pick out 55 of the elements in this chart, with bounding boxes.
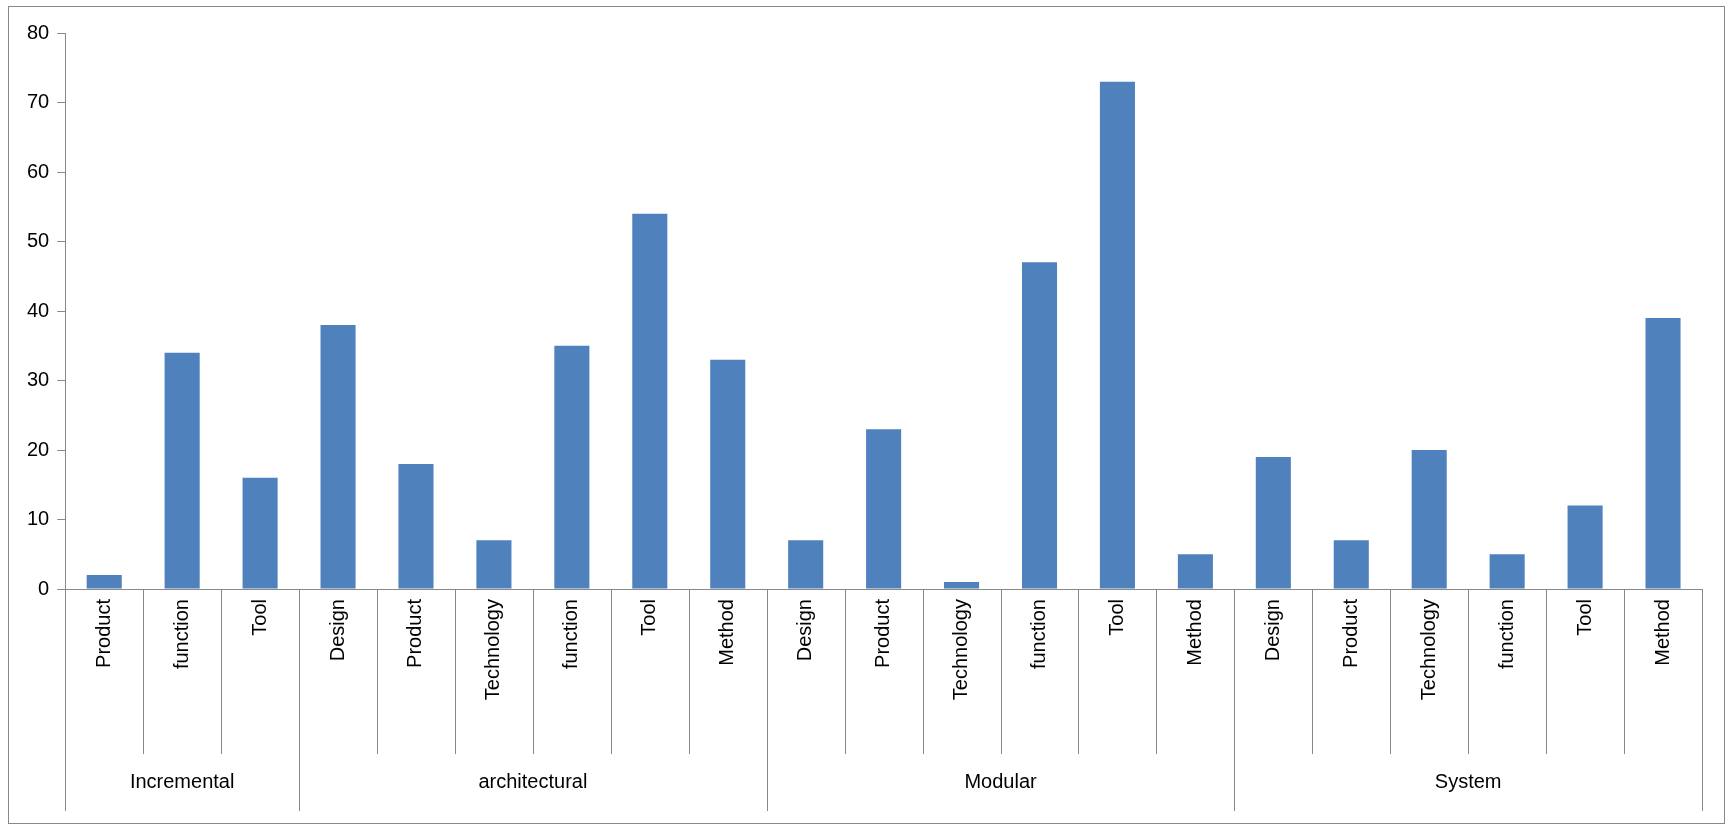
bar <box>1333 540 1369 589</box>
bar <box>242 477 278 589</box>
bar <box>164 352 200 589</box>
x-tick-label: Tool <box>1104 599 1127 636</box>
x-tick-label: Technology <box>481 599 504 701</box>
bar <box>320 324 356 589</box>
x-tick-label: Design <box>1260 599 1283 662</box>
x-tick-label: Method <box>1650 599 1673 666</box>
x-tick-label: Tool <box>1572 599 1595 636</box>
bar <box>86 575 122 589</box>
x-tick-label: Tool <box>247 599 270 636</box>
x-tick-label: Product <box>871 598 894 668</box>
x-tick-label: Product <box>403 598 426 668</box>
bar <box>1567 505 1603 589</box>
bar <box>788 540 824 589</box>
x-tick-label: function <box>1494 599 1517 670</box>
text: architectural <box>478 769 588 792</box>
bar <box>1645 317 1681 589</box>
y-tick-label: 30 <box>27 368 50 391</box>
x-tick-label: function <box>1027 599 1050 670</box>
bar <box>866 429 902 589</box>
text: System <box>1434 769 1502 792</box>
x-tick-label: Technology <box>1416 599 1439 701</box>
y-tick-label: 80 <box>27 20 50 43</box>
x-tick-label: Design <box>325 599 348 662</box>
bar <box>554 345 590 589</box>
y-tick-label: 0 <box>38 576 50 599</box>
bar <box>944 582 980 589</box>
x-tick-label: function <box>559 599 582 670</box>
bar <box>632 213 668 589</box>
y-tick-label: 10 <box>27 507 50 530</box>
x-tick-label: function <box>169 599 192 670</box>
text: Incremental <box>129 769 235 792</box>
x-tick-label: Product <box>91 598 114 668</box>
y-tick-label: 20 <box>27 437 50 460</box>
x-tick-label: Technology <box>949 599 972 701</box>
bar <box>1177 554 1213 589</box>
y-tick-label: 60 <box>27 159 50 182</box>
y-tick-label: 50 <box>27 229 50 252</box>
x-tick-label: Product <box>1338 598 1361 668</box>
bar <box>710 359 746 589</box>
x-tick-label: Tool <box>637 599 660 636</box>
x-tick-label: Design <box>793 599 816 662</box>
y-tick-label: 40 <box>27 298 50 321</box>
y-tick-label: 70 <box>27 90 50 113</box>
x-tick-label: Method <box>1182 599 1205 666</box>
bar <box>398 463 434 589</box>
bar <box>1021 262 1058 589</box>
bar <box>1255 456 1291 589</box>
bar <box>1099 81 1135 589</box>
x-tick-label: Method <box>715 599 738 666</box>
bar <box>1489 554 1525 589</box>
bar <box>1411 450 1447 589</box>
text: Modular <box>964 769 1037 792</box>
bar <box>476 540 512 589</box>
